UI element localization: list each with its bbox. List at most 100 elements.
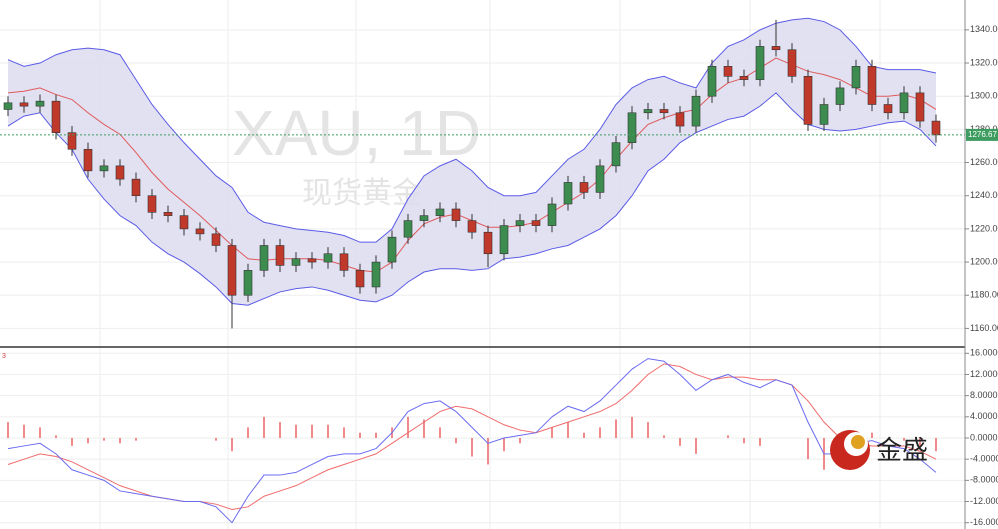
candle-body xyxy=(275,245,285,266)
y-tick-label: 1200.00 xyxy=(970,256,998,266)
candle-body xyxy=(371,261,381,288)
candle-body xyxy=(659,109,669,114)
histogram-bar xyxy=(359,432,361,438)
candle-body xyxy=(515,220,525,226)
histogram-bar xyxy=(695,438,697,454)
histogram-bar xyxy=(919,438,921,446)
histogram-bar xyxy=(743,438,745,444)
y-tick-label: 1260.00 xyxy=(970,157,998,167)
candle-body xyxy=(899,92,909,114)
histogram-bar xyxy=(407,416,409,438)
last-price-label: 1276.67 xyxy=(968,130,997,139)
macd-line xyxy=(7,358,937,524)
candle-body xyxy=(691,95,701,127)
histogram-bar xyxy=(375,432,377,438)
histogram-bar xyxy=(503,438,505,452)
candle-body xyxy=(3,102,13,110)
candle-body xyxy=(499,225,509,255)
candle-body xyxy=(595,165,605,193)
histogram-bar xyxy=(103,438,105,441)
candle-body xyxy=(835,87,845,105)
histogram-bar xyxy=(215,438,217,441)
y-tick-label: 8.0000 xyxy=(970,390,998,400)
histogram-bar xyxy=(471,438,473,457)
y-tick-label: -4.0000 xyxy=(970,454,998,464)
y-tick-label: 1220.00 xyxy=(970,223,998,233)
histogram-bar xyxy=(599,427,601,438)
candle-body xyxy=(563,182,573,205)
histogram-bar xyxy=(567,422,569,438)
histogram-bar xyxy=(71,438,73,446)
histogram-bar xyxy=(439,427,441,438)
candle-body xyxy=(67,132,77,150)
histogram-bar xyxy=(871,432,873,438)
band-upper xyxy=(7,17,937,243)
histogram-bar xyxy=(519,438,521,444)
y-tick-label: 1300.00 xyxy=(970,91,998,101)
y-tick-label: 12.0000 xyxy=(970,369,998,379)
histogram-bar xyxy=(551,427,553,438)
candle-body xyxy=(355,270,365,288)
histogram-bar xyxy=(807,438,809,460)
y-tick-label: 1240.00 xyxy=(970,190,998,200)
histogram-bar xyxy=(7,422,9,438)
candle-body xyxy=(83,148,93,172)
candle-body xyxy=(131,178,141,197)
candle-body xyxy=(787,49,797,77)
histogram-bar xyxy=(423,419,425,438)
band-lower xyxy=(7,92,937,306)
candle-body xyxy=(451,208,461,221)
y-tick-label: 16.0000 xyxy=(970,348,998,358)
watermark-subtitle: 现货黄金 xyxy=(302,177,422,210)
candle-body xyxy=(179,215,189,230)
y-tick-label: 0.0000 xyxy=(970,432,998,442)
candle-body xyxy=(419,215,429,221)
candle-body xyxy=(403,220,413,238)
histogram-bar xyxy=(263,416,265,438)
y-tick-label: 4.0000 xyxy=(970,411,998,421)
candle-body xyxy=(19,102,29,107)
candle-body xyxy=(387,236,397,263)
histogram-bar xyxy=(279,422,281,438)
histogram-bar xyxy=(295,424,297,438)
candle-body xyxy=(243,270,253,296)
candle-body xyxy=(547,203,557,226)
y-tick-label: -8.0000 xyxy=(970,475,998,485)
candle-body xyxy=(771,46,781,51)
candle-body xyxy=(915,92,925,122)
histogram-bar xyxy=(23,424,25,438)
candle-body xyxy=(115,165,125,180)
candle-body xyxy=(579,182,589,193)
candle-body xyxy=(643,109,653,114)
histogram-bar xyxy=(87,438,89,444)
histogram-bar xyxy=(343,427,345,438)
y-tick-label: 1340.00 xyxy=(970,24,998,34)
candle-body xyxy=(467,220,477,233)
y-tick-label: 1180.00 xyxy=(970,290,998,300)
candle-body xyxy=(227,245,237,296)
histogram-bar xyxy=(583,432,585,438)
candle-body xyxy=(35,100,45,107)
logo: 金盛 xyxy=(830,430,928,470)
last-price-box xyxy=(966,128,998,141)
candle-body xyxy=(531,220,541,226)
candle-body xyxy=(483,231,493,255)
histogram-bar xyxy=(247,427,249,438)
candle-body xyxy=(627,112,637,143)
band-fill xyxy=(8,18,936,306)
histogram-bar xyxy=(935,438,937,452)
histogram-bar xyxy=(455,438,457,444)
candle-body xyxy=(51,100,61,133)
y-tick-label: -16.0000 xyxy=(970,517,998,527)
histogram-bar xyxy=(631,416,633,438)
candle-body xyxy=(883,104,893,114)
candle-body xyxy=(211,233,221,246)
histogram-bar xyxy=(119,438,121,444)
candle-body xyxy=(435,208,445,216)
y-tick-label: 1280.00 xyxy=(970,124,998,134)
watermark: XAU, 1D xyxy=(232,97,481,169)
candle-body xyxy=(147,195,157,213)
candle-body xyxy=(611,142,621,167)
histogram-bar xyxy=(679,438,681,446)
